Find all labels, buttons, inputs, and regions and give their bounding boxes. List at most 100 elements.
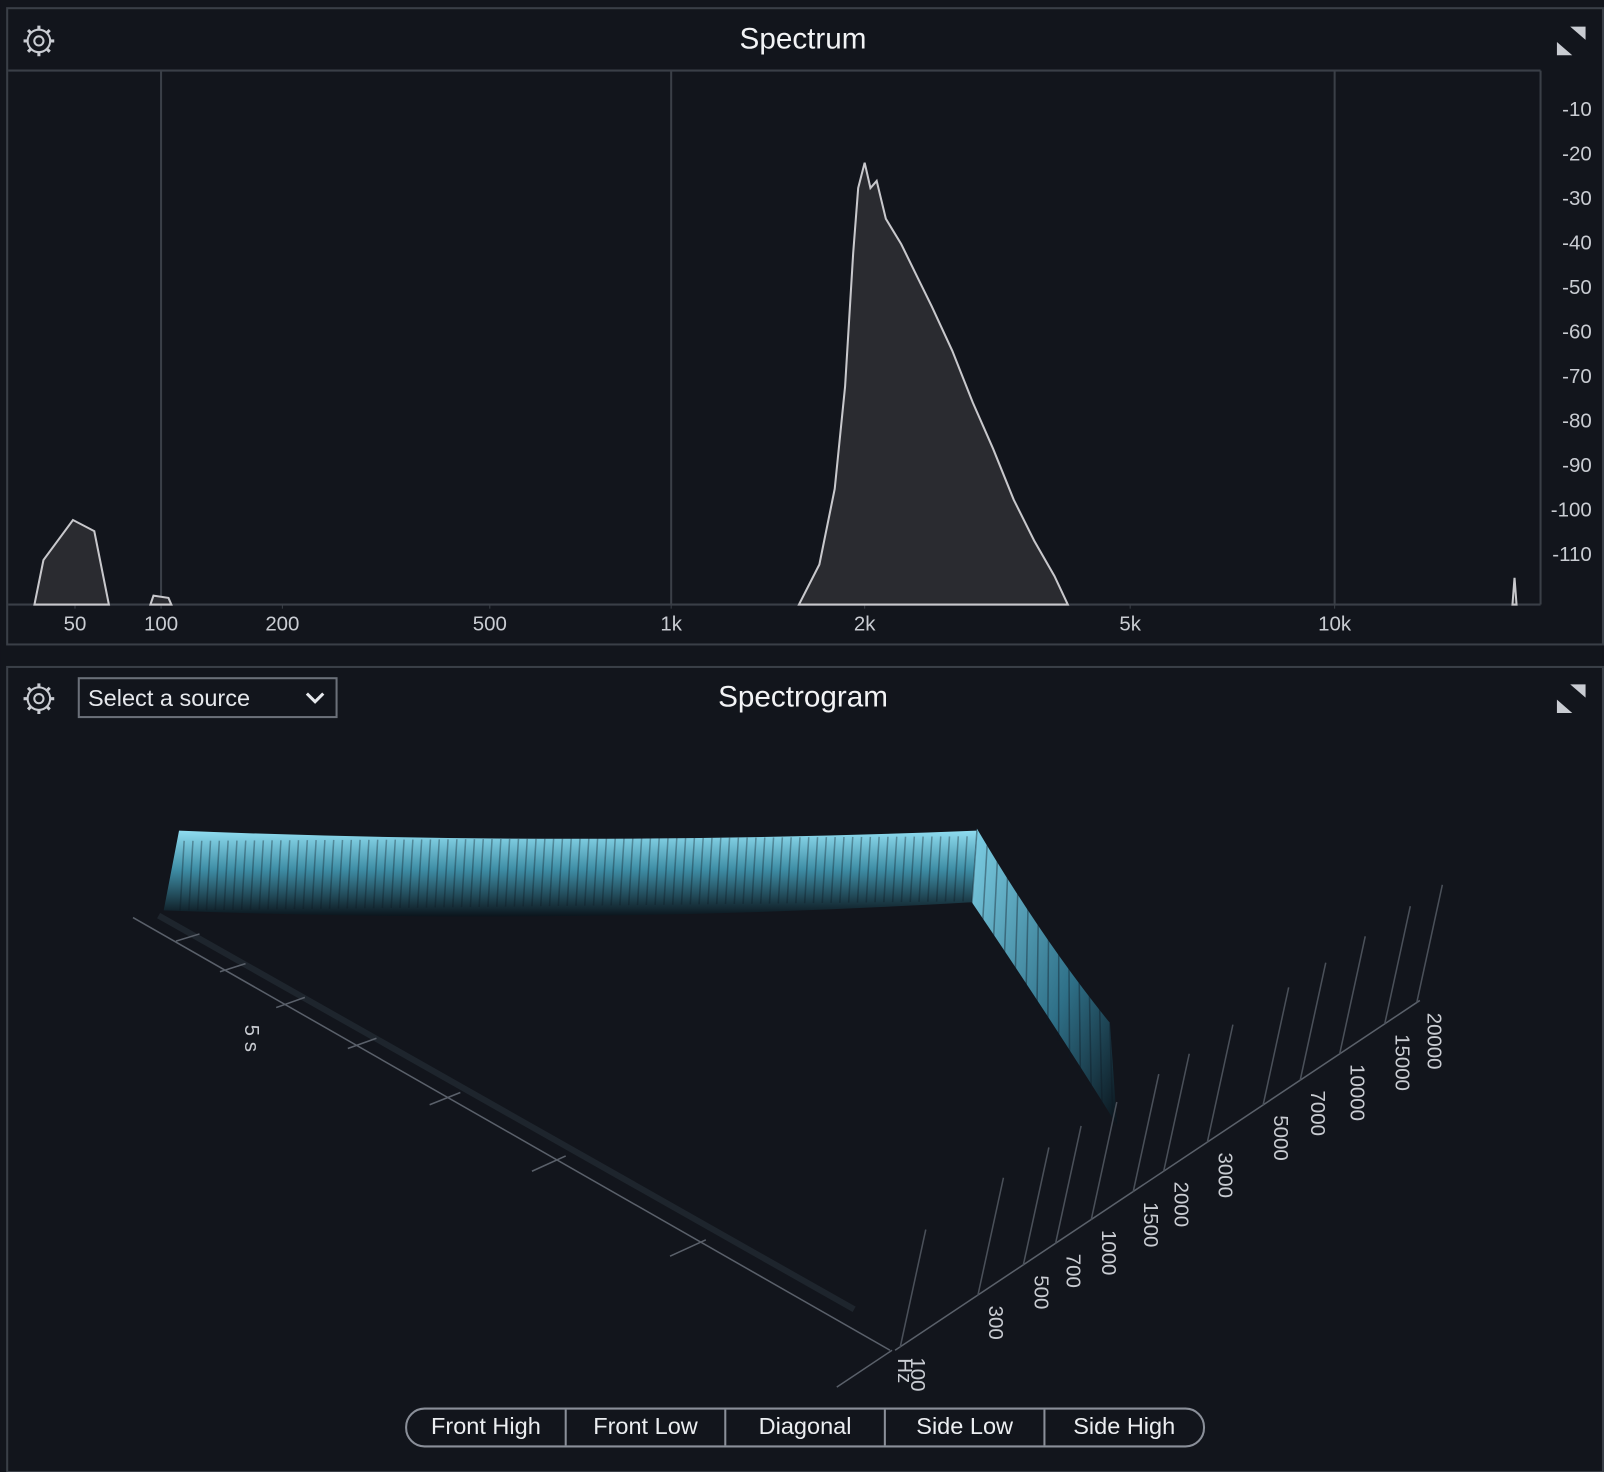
frequency-gridline: [1383, 906, 1412, 1025]
surface-stripe: [1047, 934, 1050, 1024]
expand-button[interactable]: [1556, 684, 1586, 713]
gear-icon: [23, 683, 55, 715]
y-tick-label: -50: [1562, 276, 1592, 299]
gear-icon: [23, 25, 55, 57]
surface-stripe: [680, 837, 687, 905]
settings-button[interactable]: [23, 25, 55, 57]
frequency-tick-label: 20000: [1423, 1013, 1446, 1070]
spectrum-curve: [33, 518, 111, 606]
surface-stripe: [874, 836, 880, 903]
surface-stripe: [636, 838, 643, 906]
view-button[interactable]: Side Low: [883, 1409, 1045, 1447]
expand-button[interactable]: [1556, 26, 1586, 56]
view-button[interactable]: Diagonal: [724, 1409, 885, 1447]
surface-stripe: [276, 840, 282, 910]
frequency-tick-label: 1500: [1139, 1202, 1162, 1247]
surface-stripe: [258, 840, 265, 910]
surface-stripe: [478, 839, 485, 907]
surface-stripe: [733, 837, 740, 905]
x-tick-label: 10k: [1318, 612, 1352, 635]
button-label: Diagonal: [759, 1413, 852, 1439]
surface-stripe: [381, 839, 388, 909]
surface-stripe: [619, 838, 625, 906]
surface-stripe: [592, 838, 599, 906]
view-button[interactable]: Front Low: [564, 1409, 726, 1447]
frequency-tick-label: 2000: [1170, 1182, 1193, 1227]
frequency-tick-label: 3000: [1213, 1152, 1236, 1197]
view-button[interactable]: Front High: [406, 1409, 566, 1447]
frequency-tick-label: 1000: [1097, 1230, 1120, 1275]
surface-stripe: [1036, 919, 1040, 1007]
view-button[interactable]: Side High: [1043, 1409, 1204, 1447]
spectrum-panel: [6, 7, 1604, 646]
surface-stripe: [742, 837, 748, 904]
surface-stripe: [944, 836, 951, 902]
surface-stripe: [408, 839, 414, 908]
frequency-gridline: [1090, 1101, 1118, 1220]
button-label: Front Low: [593, 1413, 699, 1439]
surface-stripe: [320, 839, 326, 909]
x-tick-label: 200: [265, 612, 299, 635]
surface-stripe: [812, 837, 819, 904]
surface-stripe: [416, 839, 423, 908]
chevron-icon: [305, 692, 325, 704]
surface-stripe: [645, 838, 652, 906]
surface-stripe: [232, 840, 238, 910]
surface-stripe: [610, 838, 616, 906]
y-tick-label: -40: [1562, 232, 1592, 255]
axis-extension: [836, 1349, 893, 1388]
time-label: 5 s: [240, 1025, 263, 1052]
spectrogram-surface: [971, 828, 1118, 1126]
surface-stripe: [918, 836, 924, 902]
y-tick-label: -100: [1551, 499, 1592, 522]
y-tick-label: -60: [1562, 321, 1592, 344]
surface-stripe: [214, 840, 221, 911]
surface-stripe: [865, 836, 872, 903]
frequency-gridline: [1054, 1125, 1082, 1244]
y-tick-label: -90: [1562, 454, 1592, 477]
surface-stripe: [768, 837, 775, 904]
dropdown-text: Select a source: [88, 685, 250, 711]
surface-stripe: [909, 836, 916, 902]
button-label: Side High: [1073, 1413, 1175, 1439]
spectrum-curve: [797, 162, 1070, 606]
surface-stripe: [971, 830, 978, 906]
time-tick: [175, 933, 707, 1257]
expand-icon: [1556, 26, 1586, 56]
panel-title: Spectrum: [740, 23, 867, 56]
surface-stripe: [962, 836, 968, 902]
surface-stripe: [689, 837, 696, 905]
y-tick-label: -70: [1562, 365, 1592, 388]
surface-stripe: [1098, 1008, 1103, 1109]
surface-stripe: [284, 840, 291, 910]
source-dropdown[interactable]: Select a source: [77, 677, 338, 719]
x-tick-label: 100: [144, 612, 178, 635]
y-tick-label: -110: [1552, 543, 1591, 566]
time-axis: [132, 916, 891, 1351]
surface-stripe: [583, 838, 590, 906]
dropdown-box: [77, 677, 338, 719]
frequency-unit: Hz: [893, 1358, 916, 1383]
frequency-tick-label: 100: [906, 1357, 929, 1391]
frequency-tick-label: 300: [984, 1306, 1007, 1340]
surface-stripe: [495, 838, 502, 907]
surface-stripe: [487, 839, 493, 907]
y-tick-label: -80: [1562, 410, 1592, 433]
surface-stripe: [992, 860, 999, 940]
surface-stripe: [399, 839, 405, 908]
frequency-tick-label: 5000: [1269, 1115, 1292, 1160]
gear-icon: [33, 35, 45, 47]
y-tick-label: -30: [1562, 187, 1592, 210]
surface-stripe: [883, 836, 889, 903]
surface-stripe: [513, 838, 520, 907]
frequency-tick-label: 700: [1062, 1254, 1085, 1288]
surface-stripe: [715, 837, 722, 905]
surface-stripe: [627, 838, 634, 906]
surface-stripe: [205, 840, 212, 911]
settings-button[interactable]: [23, 683, 55, 715]
surface-stripe: [1078, 978, 1082, 1075]
button-group: [405, 1407, 1206, 1448]
surface-stripe: [953, 836, 960, 902]
surface-stripe: [328, 839, 335, 909]
